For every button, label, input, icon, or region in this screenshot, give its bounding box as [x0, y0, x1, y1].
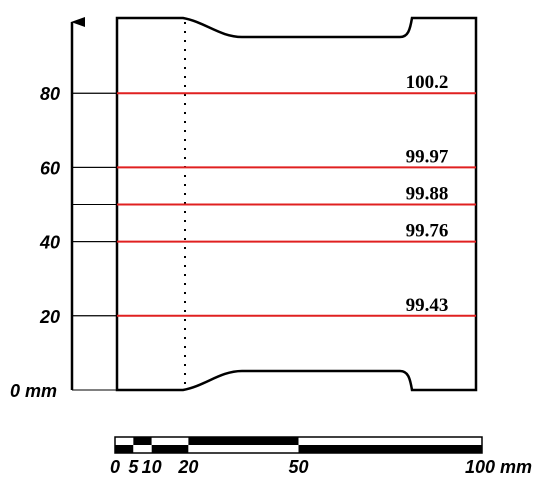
scale-segment-top — [115, 437, 134, 445]
measurement-value: 99.76 — [406, 221, 449, 242]
scale-segment-top — [133, 437, 152, 445]
scale-label-50: 50 — [288, 457, 308, 477]
axis-tick-label-80: 80 — [40, 84, 60, 104]
measurement-value: 99.43 — [406, 295, 449, 316]
scale-segment-bottom — [298, 445, 482, 453]
scale-segment-top — [188, 437, 299, 445]
scale-segment-top — [151, 437, 189, 445]
scale-label-0: 0 — [110, 457, 120, 477]
measurement-value: 99.88 — [406, 184, 449, 205]
axis-ticks: 0 mm 20 40 60 80 — [10, 84, 117, 401]
scale-label-20: 20 — [177, 457, 198, 477]
scale-bar-frame — [114, 436, 483, 454]
scale-segment-bottom — [151, 445, 189, 453]
axis-tick-label-40: 40 — [39, 233, 60, 253]
measurement-lines: 99.43 99.76 99.88 99.97 100.2 — [72, 72, 476, 317]
axis-tick-label-60: 60 — [40, 158, 60, 178]
scale-segment-bottom — [188, 445, 299, 453]
scale-label-100: 100 mm — [465, 457, 532, 477]
measurement-value: 99.97 — [406, 146, 449, 167]
measurement-value: 100.2 — [406, 72, 449, 93]
scale-segment-top — [298, 437, 482, 445]
scale-bar: 0 5 10 20 50 100 mm — [110, 436, 532, 477]
axis-tick-label-20: 20 — [39, 307, 60, 327]
scale-segment-bottom — [133, 445, 152, 453]
scale-label-5: 5 — [128, 457, 139, 477]
scale-label-10: 10 — [142, 457, 162, 477]
scale-segment-bottom — [115, 445, 134, 453]
axis-unit-label: 0 mm — [10, 381, 57, 401]
